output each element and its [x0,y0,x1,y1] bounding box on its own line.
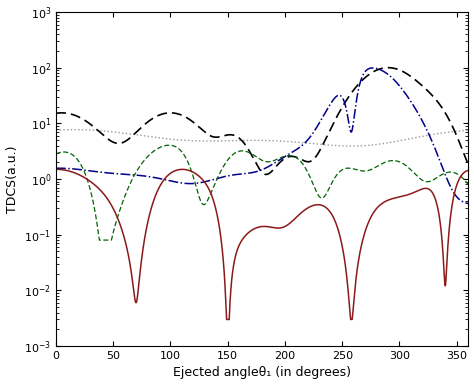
X-axis label: Ejected angleθ₁ (in degrees): Ejected angleθ₁ (in degrees) [173,367,351,380]
Y-axis label: TDCS(a.u.): TDCS(a.u.) [6,146,18,213]
